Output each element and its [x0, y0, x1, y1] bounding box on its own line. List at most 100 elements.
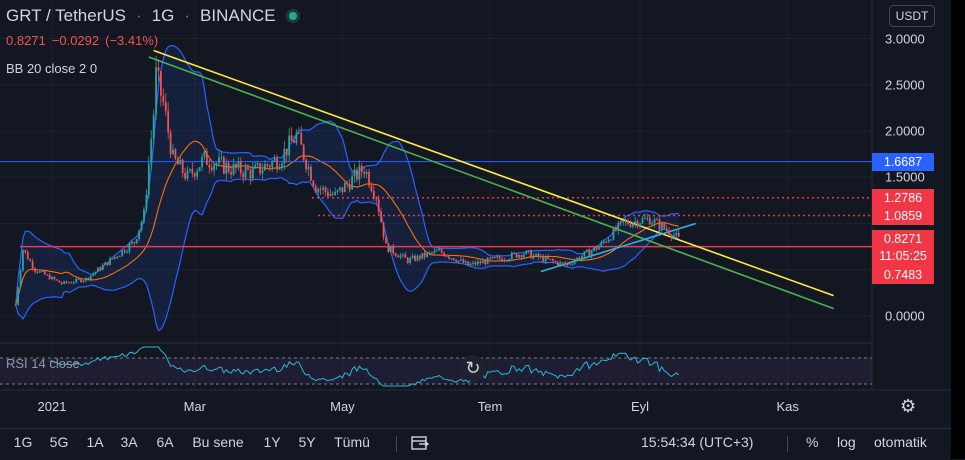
gear-icon[interactable]: ⚙ [900, 396, 917, 416]
candle-body [576, 257, 579, 261]
candle-body [382, 222, 385, 238]
candle-body [157, 67, 160, 72]
candle-body [290, 135, 293, 141]
candle-body [53, 276, 56, 280]
candle-body [116, 256, 119, 258]
candle-body [189, 169, 191, 171]
candle-body [300, 132, 303, 145]
timeframe-button[interactable]: 1A [86, 434, 104, 450]
candle-body [387, 243, 390, 253]
candle-body [372, 191, 375, 198]
candle-body [525, 251, 528, 255]
candle-body [237, 161, 240, 168]
candle-body [114, 256, 116, 259]
candle-body [97, 267, 99, 272]
symbol-title[interactable]: GRT / TetherUS [6, 6, 126, 25]
candle-body [614, 228, 617, 231]
candle-body [595, 247, 598, 250]
candle-body [639, 223, 641, 227]
price-tag-resistance: 1.2786 [872, 188, 934, 207]
candle-body [249, 169, 252, 179]
candle-body [418, 255, 421, 259]
timeframe-button[interactable]: Bu sene [192, 434, 244, 450]
candle-body [590, 250, 593, 256]
price-tag-resistance: 1.0859 [872, 206, 934, 225]
candle-body [598, 246, 600, 250]
candle-body [535, 253, 537, 256]
rsi-legend[interactable]: RSI 14 close [6, 356, 80, 371]
candle-body [452, 258, 455, 261]
currency-button[interactable]: USDT [889, 5, 935, 27]
candle-body [481, 260, 484, 264]
timeframe-button[interactable]: 1G [13, 434, 33, 450]
candle-body [411, 255, 414, 259]
candle-body [365, 172, 368, 174]
price-change: −0.0292 [51, 33, 100, 48]
candle-body [196, 171, 199, 177]
candle-body [668, 230, 670, 235]
market-open-icon [285, 9, 300, 23]
candle-body [310, 166, 312, 181]
candle-body [230, 171, 232, 175]
candle-body [133, 241, 136, 244]
log-scale-toggle[interactable]: log [837, 434, 856, 450]
candle-body [288, 135, 291, 156]
candle-body [17, 287, 20, 305]
descending-trendline [148, 56, 834, 310]
candle-body [339, 187, 341, 191]
candle-body [624, 221, 627, 223]
candle-body [26, 252, 29, 260]
timeframe-button[interactable]: 3A [120, 434, 138, 450]
candle-body [152, 114, 155, 139]
candle-body [82, 280, 85, 282]
candle-body [508, 258, 511, 261]
candle-body [346, 183, 349, 185]
candle-body [329, 194, 332, 196]
percent-scale-toggle[interactable]: % [806, 434, 819, 450]
candle-body [266, 164, 269, 166]
candle-body [285, 148, 288, 156]
candle-body [94, 271, 97, 274]
clock-readout[interactable]: 15:54:34 (UTC+3) [641, 434, 754, 450]
date-range-icon[interactable] [410, 434, 430, 452]
candle-body [491, 257, 494, 259]
candle-body [176, 158, 179, 165]
candle-body [135, 239, 138, 244]
candle-body [205, 151, 208, 165]
candle-body [527, 251, 530, 253]
candle-body [677, 232, 680, 237]
candle-body [55, 279, 58, 281]
candle-body [123, 250, 126, 253]
candle-body [404, 254, 407, 258]
bollinger-legend[interactable]: BB 20 close 2 0 [6, 61, 98, 76]
candle-body [254, 165, 257, 169]
candle-body [271, 161, 274, 168]
auto-scale-toggle[interactable]: otomatik [874, 434, 927, 450]
candle-body [554, 261, 557, 263]
reset-icon[interactable]: ↻ [460, 355, 486, 381]
candle-body [167, 111, 170, 133]
candle-body [414, 255, 416, 261]
candle-body [406, 257, 409, 263]
interval-label[interactable]: 1G [151, 6, 175, 25]
timeframe-button[interactable]: 5G [49, 434, 69, 450]
timeframe-button[interactable]: 1Y [263, 434, 281, 450]
candle-body [547, 256, 549, 259]
candle-body [281, 163, 283, 169]
candle-body [559, 262, 562, 266]
candle-body [607, 239, 610, 243]
candle-body [106, 262, 109, 266]
timeframe-button[interactable]: Tümü [334, 434, 370, 450]
candle-body [225, 163, 228, 174]
rsi-band [0, 358, 872, 384]
candle-body [581, 256, 583, 260]
candle-body [431, 252, 433, 254]
candle-body [341, 187, 344, 193]
candle-body [358, 165, 361, 180]
timeframe-button[interactable]: 6A [156, 434, 174, 450]
candle-body [351, 176, 353, 190]
candle-body [121, 250, 124, 256]
candle-body [36, 271, 39, 273]
timeframe-button[interactable]: 5Y [298, 434, 316, 450]
